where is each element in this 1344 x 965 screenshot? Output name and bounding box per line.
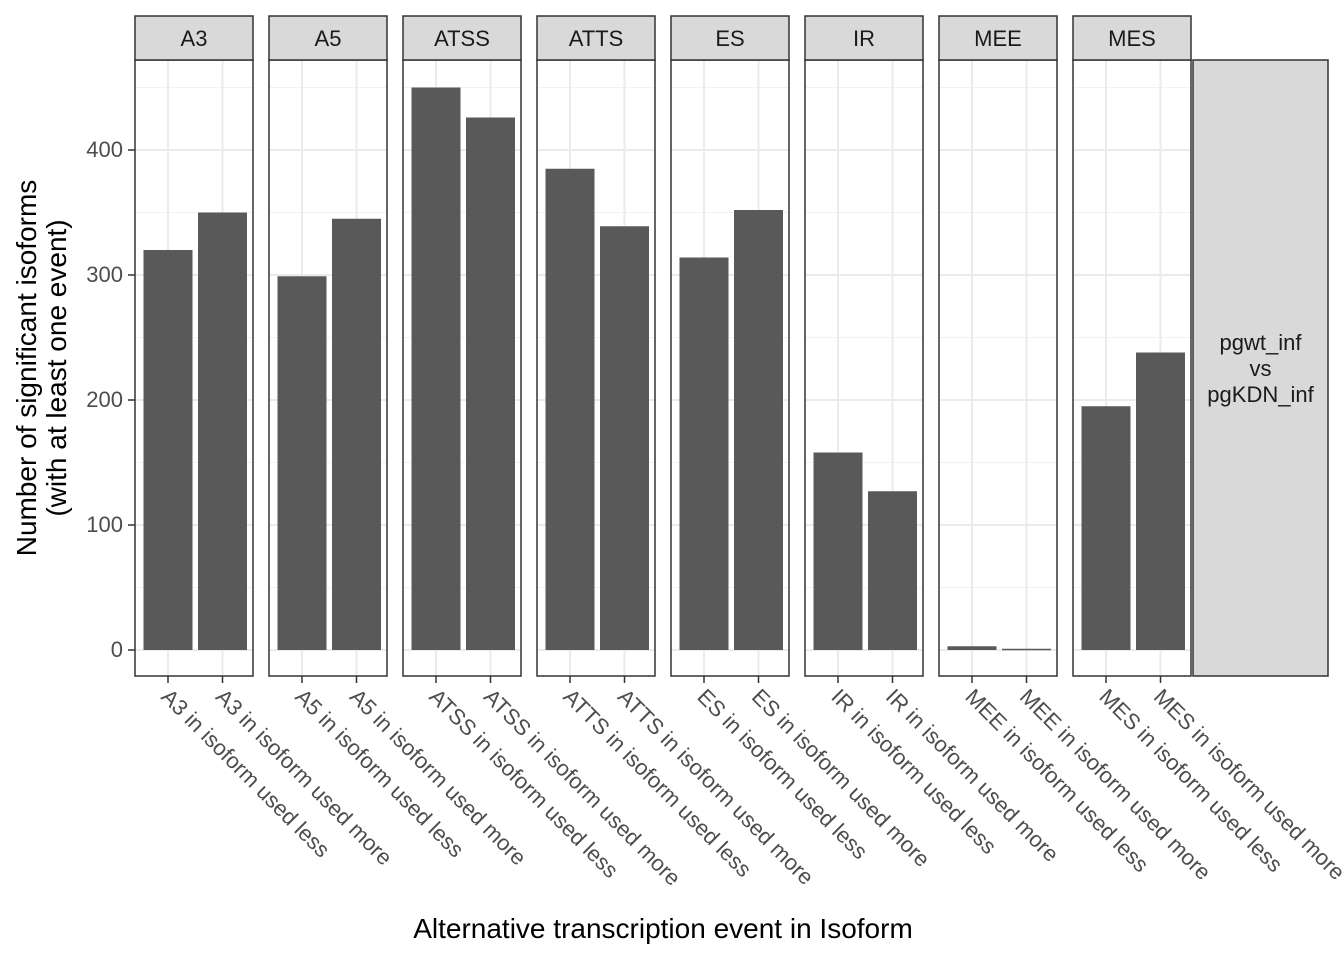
strip-label: MEE [974,26,1022,51]
strip-background [134,15,254,61]
facet-strip-a3: A3 [134,15,254,61]
row-strip-label-line-2: vs [1250,356,1272,381]
y-axis-title: Number of significant isoforms (with at … [11,180,72,557]
facet-strip-es: ES [670,15,790,61]
strip-background [402,15,522,61]
bar [679,257,729,650]
y-tick-label: 400 [86,137,123,162]
facet-panel-mee [938,59,1058,677]
strip-background [938,15,1058,61]
strip-label: MES [1108,26,1156,51]
strip-background [1072,15,1192,61]
strip-background [670,15,790,61]
bar [1136,352,1185,650]
facet-panel-a5 [268,59,388,677]
bar [813,452,863,650]
facet-panel-atts [536,59,656,677]
y-tick-label: 0 [111,637,123,662]
strip-label: A3 [181,26,208,51]
strips-layer: A3 A5 ATSS ATTS ES IR MEE MES [134,15,1192,61]
facet-strip-atts: ATTS [536,15,656,61]
bar [868,491,917,650]
y-axis-title-line-1: Number of significant isoforms [11,180,42,557]
bar [1081,406,1131,650]
x-axis-title: Alternative transcription event in Isofo… [413,913,913,944]
strip-label: A5 [315,26,342,51]
strip-background [804,15,924,61]
facet-panel-ir [804,59,924,677]
facet-strip-a5: A5 [268,15,388,61]
facet-strip-atss: ATSS [402,15,522,61]
facet-strip-mes: MES [1072,15,1192,61]
facet-panel-mes [1072,59,1192,677]
bar [143,250,193,650]
bar [277,276,327,650]
bar [947,646,997,650]
strip-background [268,15,388,61]
row-strip-background [1192,59,1329,677]
strip-label: ES [715,26,744,51]
strip-label: IR [853,26,875,51]
bar [198,212,247,650]
bar [545,168,595,650]
facet-strip-mee: MEE [938,15,1058,61]
bar [411,87,461,650]
strip-label: ATTS [569,26,624,51]
y-tick-label: 200 [86,387,123,412]
bar [734,210,783,650]
panels-layer [134,59,1192,677]
y-tick-label: 100 [86,512,123,537]
bar [600,226,649,650]
facet-panel-es [670,59,790,677]
strip-background [536,15,656,61]
y-tick-label: 300 [86,262,123,287]
bar [332,218,381,650]
bar [1002,648,1051,651]
panel-background [939,60,1057,676]
y-axis-title-line-2: (with at least one event) [41,219,72,516]
facet-panel-atss [402,59,522,677]
row-strip-label-line-3: pgKDN_inf [1207,382,1314,407]
y-axis: 0 100 200 300 400 [86,137,135,662]
facet-strip-ir: IR [804,15,924,61]
row-strip-label-line-1: pgwt_inf [1220,330,1303,355]
strip-label: ATSS [434,26,490,51]
bar [466,117,515,650]
facet-panel-a3 [134,59,254,677]
